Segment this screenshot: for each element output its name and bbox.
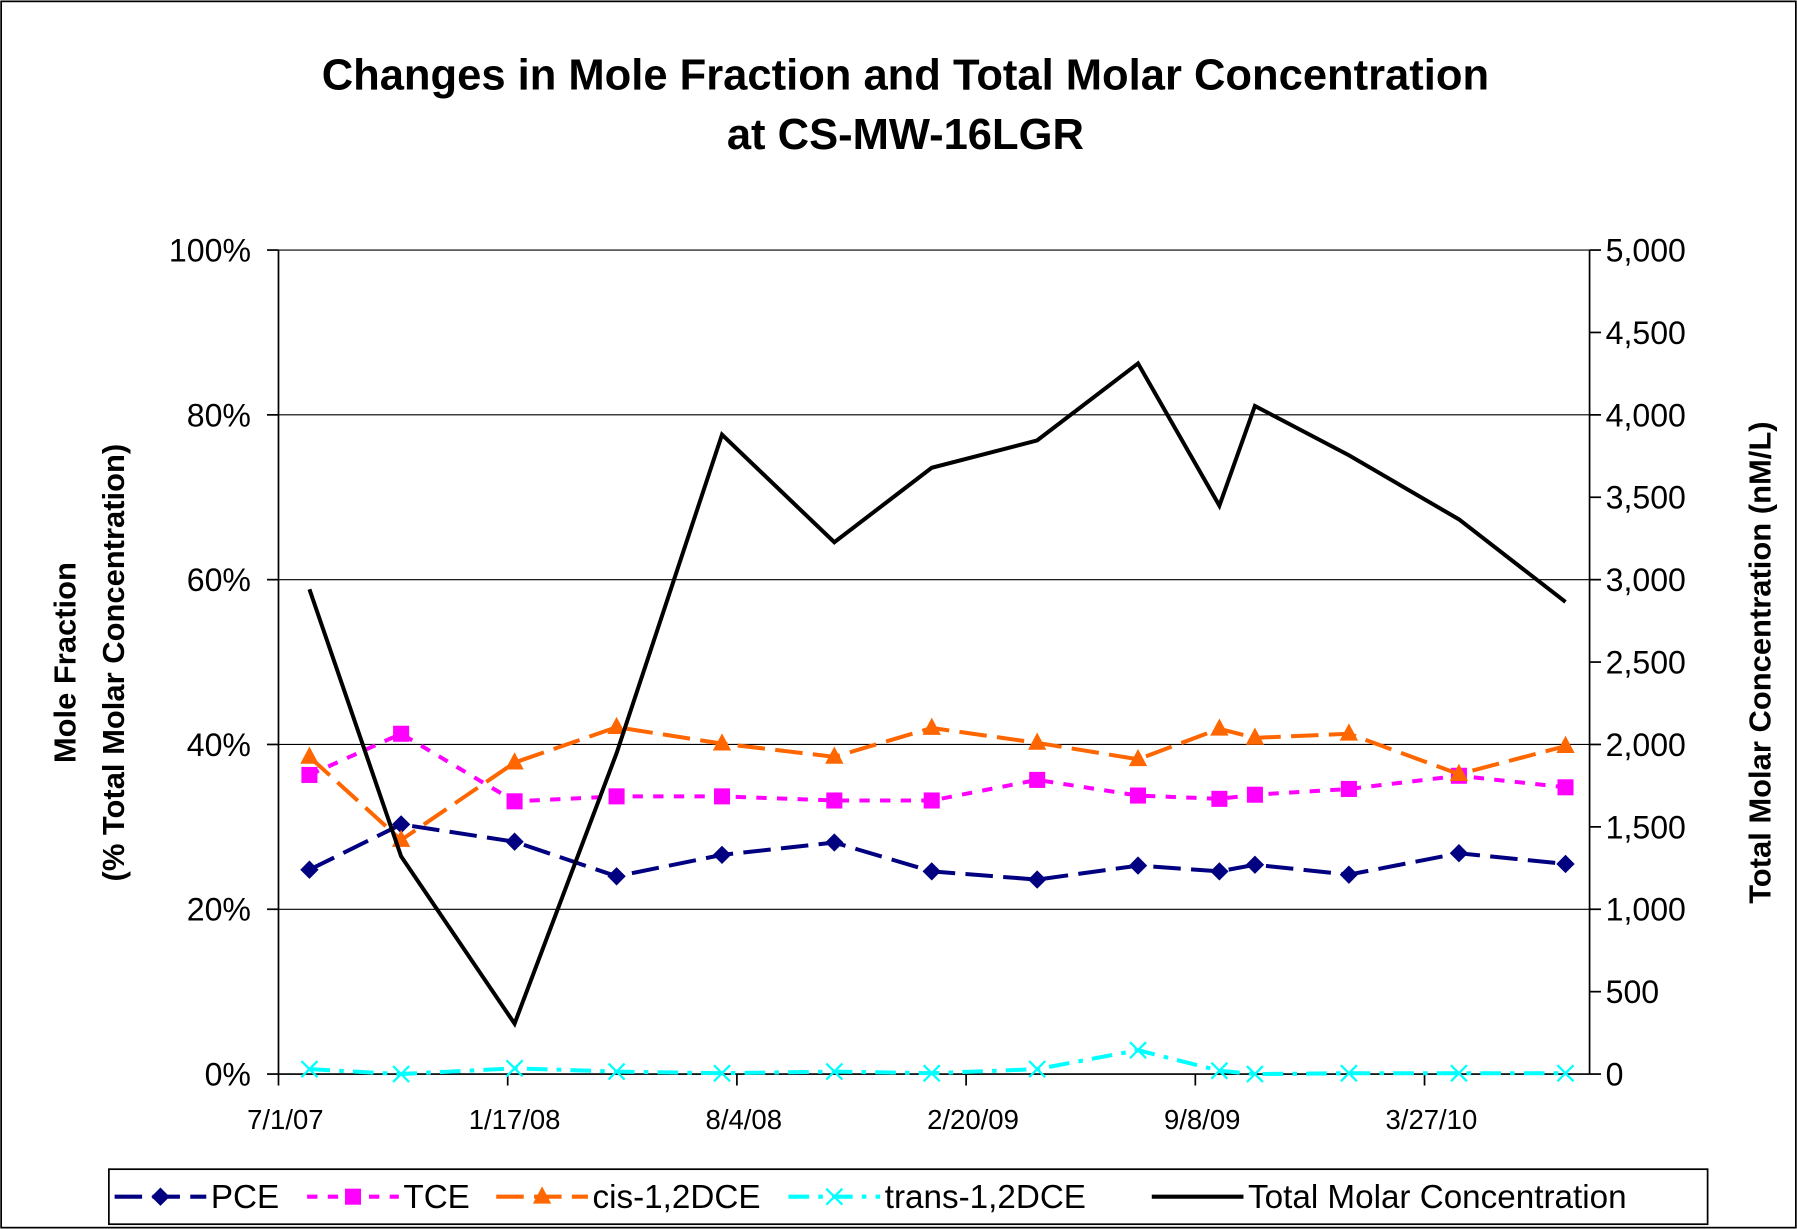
data-point bbox=[505, 832, 524, 851]
y-axis-title: Mole Fraction bbox=[48, 562, 83, 763]
data-point bbox=[922, 862, 941, 881]
y2-tick-label: 500 bbox=[1606, 974, 1660, 1010]
y2-tick-label: 3,000 bbox=[1606, 562, 1686, 598]
data-point bbox=[712, 733, 732, 751]
y2-tick-label: 1,000 bbox=[1606, 892, 1686, 928]
legend-marker bbox=[151, 1187, 170, 1206]
legend-marker bbox=[825, 1187, 844, 1206]
data-point bbox=[1339, 723, 1359, 741]
legend-marker bbox=[344, 1188, 362, 1205]
data-point bbox=[1130, 787, 1147, 804]
series-line bbox=[308, 725, 1567, 843]
y-tick-label: 80% bbox=[187, 397, 251, 433]
data-point bbox=[1556, 735, 1575, 753]
y2-axis-title: Total Molar Concentration (nM/L) bbox=[1743, 421, 1778, 903]
data-point bbox=[1246, 1065, 1264, 1083]
data-point bbox=[1340, 1064, 1358, 1083]
x-tick-label: 1/17/08 bbox=[469, 1104, 561, 1135]
data-point bbox=[1028, 1060, 1047, 1078]
series-line bbox=[307, 360, 1567, 1028]
x-tick-label: 8/4/08 bbox=[706, 1104, 782, 1135]
data-point bbox=[300, 1060, 319, 1078]
data-point bbox=[1028, 870, 1047, 889]
data-point bbox=[825, 746, 844, 764]
x-tick-label: 9/8/09 bbox=[1164, 1104, 1240, 1135]
data-point bbox=[1340, 780, 1357, 797]
data-point bbox=[923, 792, 940, 809]
data-point bbox=[1128, 856, 1148, 875]
series-line bbox=[309, 1048, 1566, 1077]
data-point bbox=[825, 1062, 844, 1081]
series-line bbox=[308, 822, 1566, 882]
data-point bbox=[506, 793, 523, 810]
legend-label: PCE bbox=[211, 1179, 279, 1216]
y-tick-label: 100% bbox=[169, 233, 251, 269]
data-point bbox=[1210, 862, 1229, 881]
y2-tick-label: 2,000 bbox=[1606, 727, 1686, 763]
data-point bbox=[1029, 771, 1046, 788]
legend-label: Total Molar Concentration bbox=[1248, 1179, 1627, 1216]
data-point bbox=[505, 1059, 524, 1078]
data-point bbox=[1449, 763, 1469, 782]
legend-label: TCE bbox=[403, 1179, 469, 1216]
data-point bbox=[1450, 1064, 1468, 1083]
data-point bbox=[301, 766, 318, 783]
data-point bbox=[393, 725, 410, 742]
chart-title: Changes in Mole Fraction and Total Molar… bbox=[322, 52, 1489, 100]
data-point bbox=[712, 845, 732, 865]
y-tick-label: 20% bbox=[187, 892, 251, 928]
data-point bbox=[1128, 748, 1148, 767]
data-point bbox=[608, 788, 625, 805]
y2-tick-label: 4,500 bbox=[1606, 315, 1686, 351]
data-point bbox=[713, 1064, 731, 1083]
y2-tick-label: 2,500 bbox=[1606, 645, 1686, 681]
chart-title: at CS-MW-16LGR bbox=[727, 111, 1084, 159]
data-point bbox=[1211, 790, 1228, 807]
series-line bbox=[308, 731, 1566, 804]
y2-tick-label: 5,000 bbox=[1606, 233, 1686, 269]
data-point bbox=[392, 1065, 410, 1083]
data-point bbox=[826, 792, 843, 809]
y-axis-title: (% Total Molar Concentration) bbox=[96, 444, 131, 882]
data-point bbox=[607, 1062, 626, 1081]
y2-tick-label: 4,000 bbox=[1606, 397, 1686, 433]
data-point bbox=[1246, 786, 1263, 803]
legend-label: trans-1,2DCE bbox=[885, 1179, 1086, 1216]
legend-label: cis-1,2DCE bbox=[593, 1179, 761, 1216]
data-point bbox=[1557, 779, 1574, 796]
y-tick-label: 0% bbox=[205, 1057, 251, 1093]
data-point bbox=[922, 1064, 941, 1083]
data-point bbox=[1210, 718, 1229, 736]
legend-marker bbox=[532, 1186, 552, 1204]
data-point bbox=[607, 716, 626, 735]
data-point bbox=[1245, 727, 1265, 745]
data-point bbox=[300, 746, 319, 764]
data-point bbox=[713, 788, 731, 805]
data-point bbox=[1210, 1061, 1229, 1080]
x-tick-label: 2/20/09 bbox=[927, 1104, 1019, 1135]
x-tick-label: 7/1/07 bbox=[247, 1104, 323, 1135]
data-point bbox=[922, 717, 941, 735]
y2-tick-label: 1,500 bbox=[1606, 809, 1686, 845]
x-tick-label: 3/27/10 bbox=[1386, 1104, 1478, 1135]
data-point bbox=[1028, 732, 1047, 750]
y2-tick-label: 0 bbox=[1606, 1057, 1624, 1093]
data-point bbox=[1556, 854, 1575, 874]
data-point bbox=[1449, 844, 1469, 863]
data-point bbox=[1129, 1041, 1147, 1060]
data-point bbox=[1556, 1064, 1575, 1083]
y-tick-label: 60% bbox=[187, 562, 251, 598]
data-point bbox=[505, 752, 524, 770]
y-tick-label: 40% bbox=[187, 727, 251, 763]
y2-tick-label: 3,500 bbox=[1606, 480, 1686, 516]
